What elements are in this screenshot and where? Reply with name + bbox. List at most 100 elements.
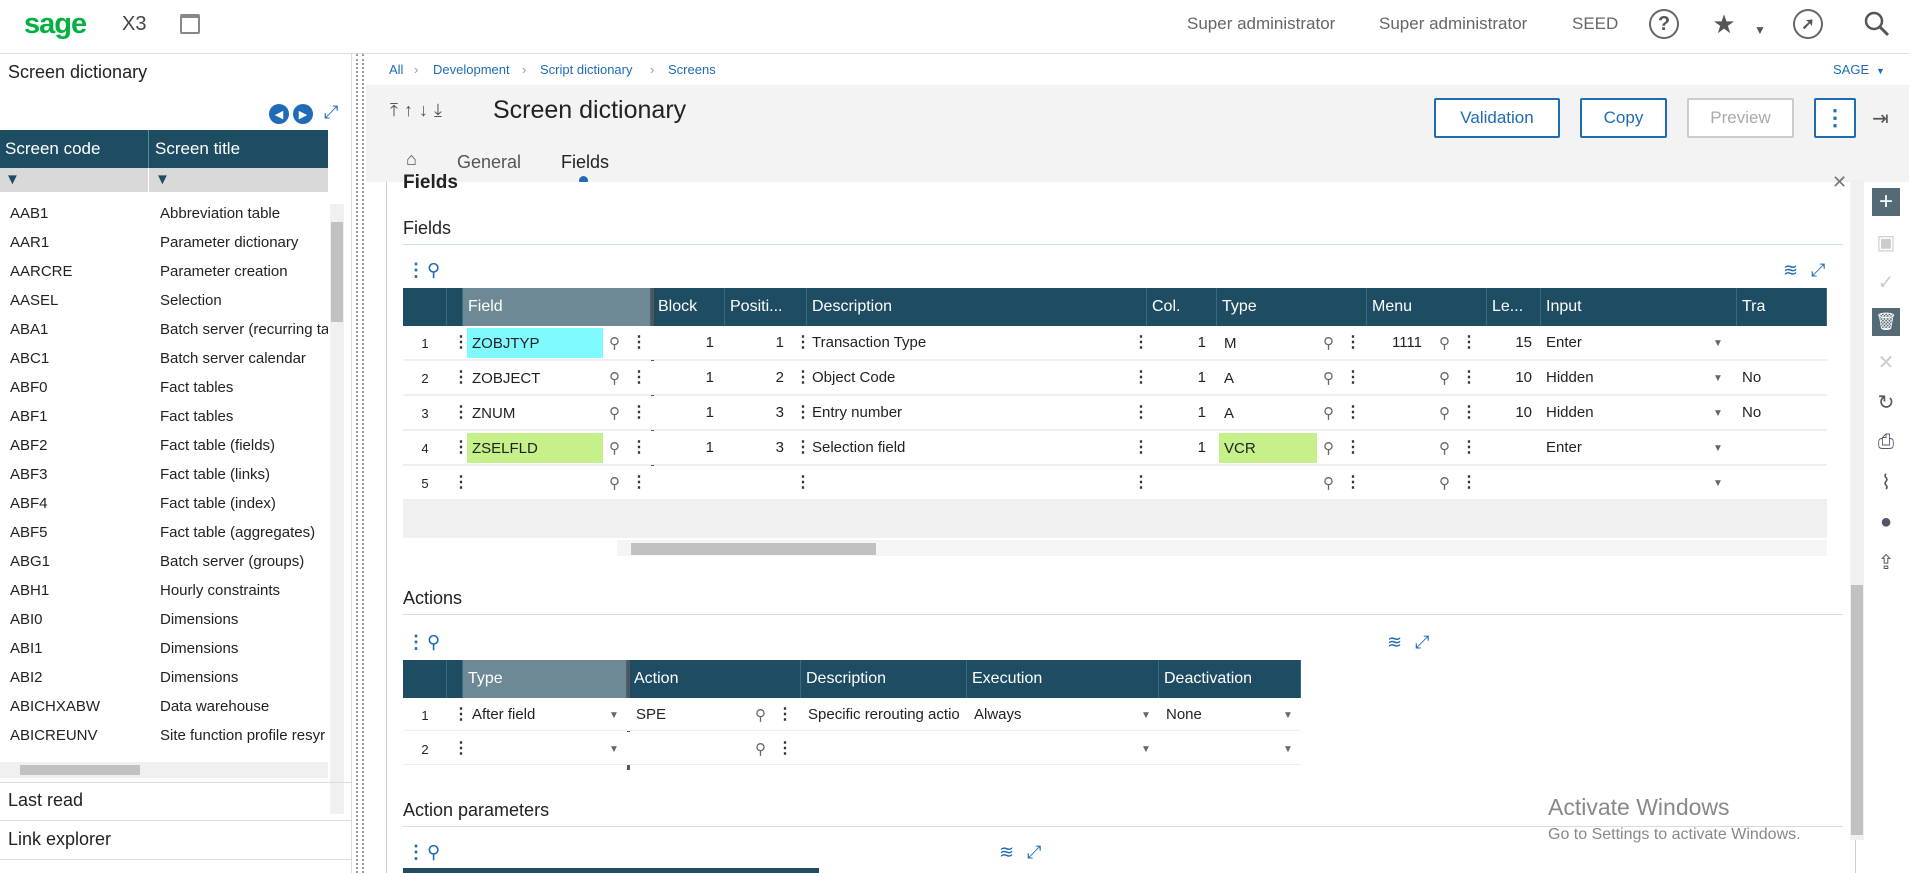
grid-search-icon[interactable]: ⚲ bbox=[427, 260, 441, 280]
star-icon[interactable]: ★ bbox=[1712, 8, 1736, 39]
column-header[interactable]: Tra bbox=[1737, 288, 1827, 326]
list-item[interactable]: AARCRE Parameter creation bbox=[0, 258, 328, 287]
copy-button[interactable]: Copy bbox=[1580, 98, 1667, 138]
chevron-down-icon[interactable]: ▼ bbox=[1283, 744, 1293, 755]
layers-icon[interactable]: ≋ bbox=[1387, 632, 1403, 652]
description-cell[interactable]: Entry number bbox=[812, 404, 903, 421]
type-cell[interactable]: A bbox=[1224, 370, 1235, 387]
description-cell[interactable] bbox=[807, 466, 1107, 500]
input-select[interactable]: Hidden bbox=[1546, 404, 1594, 421]
list-item[interactable]: ABICREUNV Site function profile resyr bbox=[0, 722, 328, 751]
position-cell[interactable]: 3 bbox=[775, 439, 784, 456]
folder-name[interactable]: SEED bbox=[1572, 14, 1619, 33]
transaction-cell[interactable] bbox=[1737, 466, 1827, 500]
row-menu-icon[interactable]: ⋮ bbox=[453, 740, 469, 757]
col-screen-code[interactable]: Screen code bbox=[5, 139, 101, 158]
cell-menu-icon[interactable]: ⋮ bbox=[1345, 439, 1361, 456]
field-name-input[interactable] bbox=[467, 468, 603, 498]
chevron-down-icon[interactable]: ▼ bbox=[609, 710, 619, 721]
chevron-down-icon[interactable]: ▼ bbox=[609, 744, 619, 755]
lookup-icon[interactable]: ⚲ bbox=[609, 335, 620, 352]
length-cell[interactable]: 10 bbox=[1515, 369, 1532, 386]
cell-menu-icon[interactable]: ⋮ bbox=[631, 439, 647, 456]
lookup-icon[interactable]: ⚲ bbox=[1323, 440, 1334, 457]
transaction-cell[interactable] bbox=[1737, 431, 1827, 465]
cell-menu-icon[interactable]: ⋮ bbox=[1133, 404, 1149, 421]
layers-icon[interactable]: ≋ bbox=[999, 842, 1015, 862]
transaction-cell[interactable] bbox=[1737, 326, 1827, 360]
column-header[interactable]: Le... bbox=[1487, 288, 1541, 326]
row-menu-icon[interactable]: ⋮ bbox=[453, 334, 469, 351]
table-row[interactable] bbox=[403, 396, 1827, 430]
column-header[interactable]: Deactivation bbox=[1159, 660, 1301, 698]
column-cell[interactable]: 1 bbox=[1197, 334, 1206, 351]
chevron-down-icon[interactable]: ▼ bbox=[1283, 710, 1293, 721]
column-header[interactable]: Field bbox=[463, 288, 651, 326]
column-header[interactable]: Action bbox=[629, 660, 801, 698]
check-icon[interactable]: ✓ bbox=[1877, 271, 1895, 294]
expand-icon[interactable]: ⤢ bbox=[1811, 260, 1826, 280]
preview-button[interactable]: Preview bbox=[1687, 98, 1794, 138]
grid-menu-icon[interactable]: ⋮ bbox=[407, 260, 425, 280]
cell-menu-icon[interactable]: ⋮ bbox=[1133, 439, 1149, 456]
block-cell[interactable]: 1 bbox=[705, 369, 714, 386]
execution-select[interactable] bbox=[969, 732, 1129, 766]
chevron-down-icon[interactable]: ▼ bbox=[1713, 443, 1723, 454]
row-menu-icon[interactable]: ⋮ bbox=[453, 439, 469, 456]
user-role[interactable]: Super administrator bbox=[1187, 14, 1336, 33]
help-icon[interactable]: ? bbox=[1649, 9, 1679, 39]
crumb-script-dictionary[interactable]: Script dictionary bbox=[540, 62, 633, 77]
prev-arrow-icon[interactable]: ◀ bbox=[269, 104, 289, 124]
row-menu-icon[interactable]: ⋮ bbox=[453, 369, 469, 386]
column-header[interactable]: Menu bbox=[1367, 288, 1487, 326]
cell-menu-icon[interactable]: ⋮ bbox=[795, 439, 811, 456]
cell-menu-icon[interactable]: ⋮ bbox=[1133, 474, 1149, 491]
length-cell[interactable] bbox=[1487, 431, 1537, 465]
position-cell[interactable]: 2 bbox=[775, 369, 784, 386]
column-header[interactable]: Description bbox=[801, 660, 967, 698]
left-vertical-scrollbar[interactable] bbox=[330, 204, 344, 814]
filter-icon[interactable]: ▼ bbox=[5, 171, 20, 188]
cell-menu-icon[interactable]: ⋮ bbox=[795, 474, 811, 491]
compass-icon[interactable]: ➚ bbox=[1793, 9, 1823, 39]
menu-cell[interactable]: 1111 bbox=[1391, 334, 1422, 351]
link-explorer-section[interactable]: Link explorer bbox=[8, 829, 112, 849]
left-horizontal-scrollbar[interactable] bbox=[0, 762, 328, 778]
chevron-down-icon[interactable]: ▼ bbox=[1141, 744, 1151, 755]
list-item[interactable]: ABG1 Batch server (groups) bbox=[0, 548, 328, 577]
action-description-cell[interactable]: Specific rerouting actio bbox=[808, 706, 960, 723]
column-header[interactable]: Block bbox=[653, 288, 725, 326]
list-item[interactable]: ABF3 Fact table (links) bbox=[0, 461, 328, 490]
description-cell[interactable]: Object Code bbox=[812, 369, 896, 386]
home-icon[interactable]: ⌂ bbox=[406, 149, 417, 169]
comment-icon[interactable]: ● bbox=[1879, 510, 1893, 533]
cell-menu-icon[interactable]: ⋮ bbox=[631, 404, 647, 421]
column-header[interactable]: Input bbox=[1541, 288, 1737, 326]
sage-menu[interactable]: SAGE bbox=[1833, 62, 1870, 77]
sage-logo[interactable]: sage bbox=[24, 8, 87, 40]
list-item[interactable]: ABICHXABW Data warehouse bbox=[0, 693, 328, 722]
lookup-icon[interactable]: ⚲ bbox=[1439, 335, 1450, 352]
cell-menu-icon[interactable]: ⋮ bbox=[1345, 334, 1361, 351]
search-icon[interactable] bbox=[1861, 8, 1893, 40]
list-item[interactable]: ABC1 Batch server calendar bbox=[0, 345, 328, 374]
field-name-input[interactable]: ZSELFLD bbox=[467, 433, 603, 463]
list-item[interactable]: ABH1 Hourly constraints bbox=[0, 577, 328, 606]
description-cell[interactable]: Transaction Type bbox=[812, 334, 927, 351]
lookup-icon[interactable]: ⚲ bbox=[609, 440, 620, 457]
cell-menu-icon[interactable]: ⋮ bbox=[1461, 474, 1477, 491]
menu-cell[interactable] bbox=[1367, 431, 1427, 465]
cell-menu-icon[interactable]: ⋮ bbox=[1461, 404, 1477, 421]
cell-menu-icon[interactable]: ⋮ bbox=[1345, 369, 1361, 386]
lookup-icon[interactable]: ⚲ bbox=[1323, 335, 1334, 352]
chevron-down-icon[interactable]: ▼ bbox=[1713, 408, 1723, 419]
column-header[interactable] bbox=[403, 288, 447, 326]
cell-menu-icon[interactable]: ⋮ bbox=[777, 740, 793, 757]
list-item[interactable]: ABF2 Fact table (fields) bbox=[0, 432, 328, 461]
column-header[interactable] bbox=[447, 660, 463, 698]
description-cell[interactable]: Selection field bbox=[812, 439, 906, 456]
list-item[interactable]: ABF0 Fact tables bbox=[0, 374, 328, 403]
chevron-down-icon[interactable]: ▼ bbox=[1713, 338, 1723, 349]
block-cell[interactable]: 1 bbox=[705, 404, 714, 421]
layers-icon[interactable]: ≋ bbox=[1783, 260, 1799, 280]
